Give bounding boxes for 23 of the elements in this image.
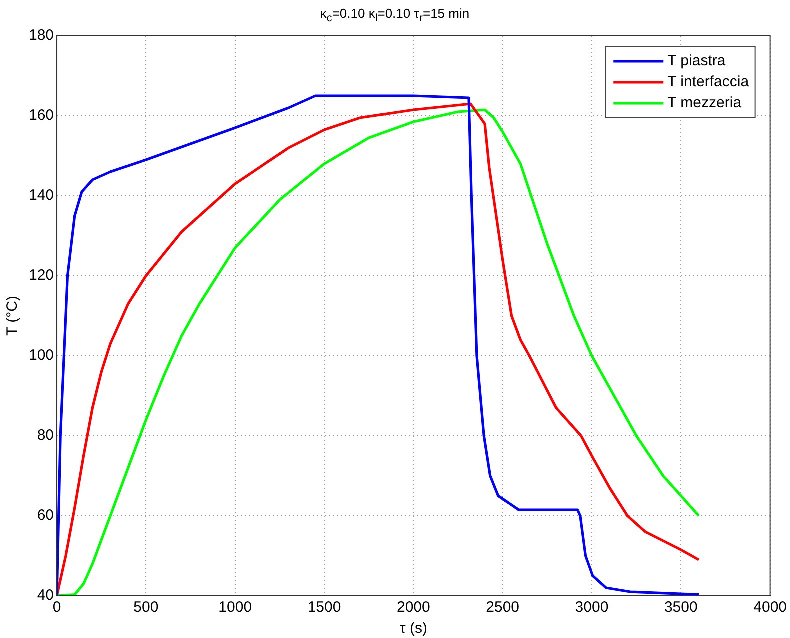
x-tick-label: 3000 bbox=[575, 599, 609, 616]
x-tick-label: 1000 bbox=[218, 599, 252, 616]
y-tick-label: 140 bbox=[28, 187, 54, 204]
y-tick-label: 80 bbox=[37, 427, 54, 444]
x-tick-label: 500 bbox=[134, 599, 159, 616]
legend-label: T mezzeria bbox=[668, 94, 742, 112]
y-tick-label: 180 bbox=[28, 27, 54, 44]
y-axis-title: T (°C) bbox=[4, 296, 22, 336]
x-tick-label: 2000 bbox=[396, 599, 430, 616]
y-tick-label: 120 bbox=[28, 267, 54, 284]
y-tick-label: 100 bbox=[28, 347, 54, 364]
y-tick-label: 60 bbox=[37, 507, 54, 524]
legend-label: T piastra bbox=[668, 52, 726, 70]
x-tick-label: 1500 bbox=[308, 599, 342, 616]
x-tick-label: 0 bbox=[52, 599, 62, 616]
x-tick-label: 3500 bbox=[664, 599, 698, 616]
x-axis-title: τ (s) bbox=[400, 620, 428, 638]
y-tick-label: 160 bbox=[28, 107, 54, 124]
y-tick-label: 40 bbox=[37, 587, 54, 604]
x-tick-label: 4000 bbox=[754, 599, 788, 616]
legend-label: T interfaccia bbox=[668, 74, 750, 91]
x-tick-label: 2500 bbox=[486, 599, 520, 616]
chart-title: κ$_{c}$=0.10 κ$_{l}$=0.10 τ$_{r}$=15 min bbox=[319, 6, 471, 25]
